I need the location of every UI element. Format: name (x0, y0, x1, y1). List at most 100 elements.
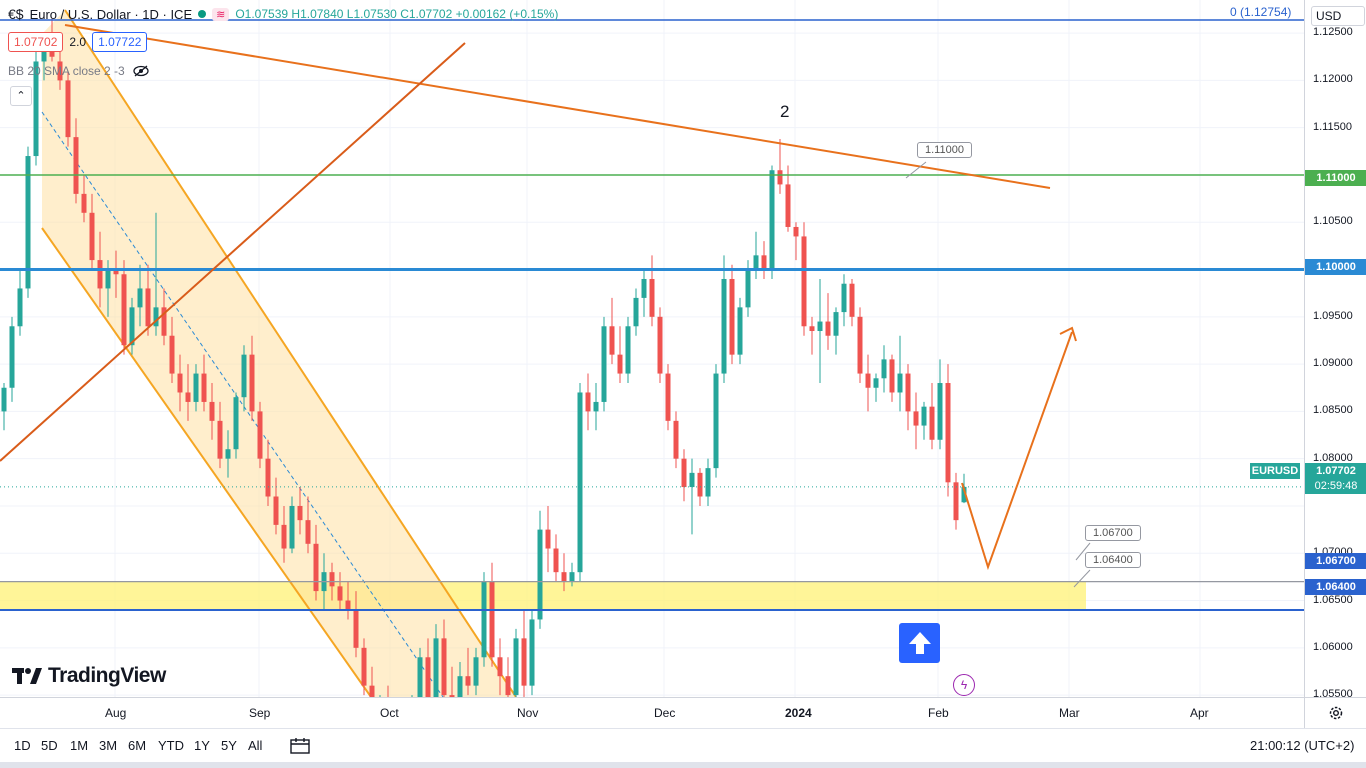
candle[interactable] (425, 638, 431, 697)
range-button-1m[interactable]: 1M (70, 738, 89, 753)
candle[interactable] (673, 411, 679, 469)
support-zone[interactable] (0, 581, 1086, 610)
candle[interactable] (865, 354, 871, 412)
candle[interactable] (457, 662, 463, 697)
candle[interactable] (65, 70, 71, 147)
candle[interactable] (361, 638, 367, 696)
candle[interactable] (873, 373, 879, 402)
candle[interactable] (121, 260, 127, 355)
calendar-range-icon[interactable] (290, 737, 310, 755)
candle[interactable] (809, 316, 815, 355)
descending-channel[interactable] (42, 10, 516, 697)
channel-lower-line[interactable] (41, 227, 372, 697)
candle[interactable] (945, 364, 951, 497)
candle[interactable] (513, 628, 519, 697)
candle[interactable] (889, 354, 895, 402)
range-button-1d[interactable]: 1D (14, 738, 31, 753)
candle[interactable] (705, 458, 711, 506)
candle[interactable] (713, 364, 719, 478)
candle[interactable] (665, 364, 671, 431)
candle[interactable] (417, 647, 423, 697)
gear-icon[interactable] (1328, 705, 1344, 721)
candle[interactable] (353, 591, 359, 658)
candle[interactable] (433, 624, 439, 697)
range-button-all[interactable]: All (248, 738, 263, 753)
candle[interactable] (265, 439, 271, 506)
candle[interactable] (545, 505, 551, 573)
candle[interactable] (473, 647, 479, 696)
candle[interactable] (569, 562, 575, 587)
clock-display[interactable]: 21:00:12 (UTC+2) (1250, 738, 1355, 753)
candle[interactable] (201, 354, 207, 412)
candle[interactable] (225, 430, 231, 478)
candle[interactable] (553, 534, 559, 582)
candle[interactable] (241, 345, 247, 412)
candle[interactable] (497, 638, 503, 696)
candle[interactable] (529, 609, 535, 696)
descending-trendline[interactable] (64, 24, 1051, 189)
candle[interactable] (209, 383, 215, 440)
candle[interactable] (257, 401, 263, 469)
candle[interactable] (761, 241, 767, 279)
candle[interactable] (777, 139, 783, 194)
range-button-1y[interactable]: 1Y (194, 738, 210, 753)
candle[interactable] (825, 293, 831, 350)
candle[interactable] (81, 174, 87, 223)
candle[interactable] (849, 278, 855, 327)
candle[interactable] (313, 524, 319, 601)
candle[interactable] (953, 472, 959, 530)
candle[interactable] (681, 449, 687, 502)
candle[interactable] (905, 364, 911, 431)
event-bolt-icon[interactable]: ϟ (953, 674, 975, 696)
candle[interactable] (505, 657, 511, 697)
candle[interactable] (169, 316, 175, 384)
candle[interactable] (345, 581, 351, 620)
candle[interactable] (841, 274, 847, 327)
candle[interactable] (489, 562, 495, 667)
candle[interactable] (929, 383, 935, 450)
chevron-up-icon[interactable]: ⌃ (10, 86, 32, 106)
candle[interactable] (249, 335, 255, 421)
candle[interactable] (481, 572, 487, 667)
candle[interactable] (449, 666, 455, 697)
candle[interactable] (153, 212, 159, 336)
candle[interactable] (217, 401, 223, 469)
price-axis[interactable]: USD 1.12500 1.12000 1.11500 1.10500 1.09500 1… (1304, 0, 1366, 700)
candle[interactable] (657, 307, 663, 384)
price-callout-1067[interactable]: 1.06700 (1085, 525, 1141, 541)
time-axis[interactable]: Aug Sep Oct Nov Dec 2024 Feb Mar Apr (0, 697, 1304, 728)
candle[interactable] (585, 373, 591, 431)
candle[interactable] (337, 572, 343, 610)
candle[interactable] (729, 264, 735, 365)
market-status-dot[interactable] (198, 10, 207, 18)
range-button-5y[interactable]: 5Y (221, 738, 237, 753)
candle[interactable] (561, 553, 567, 592)
candle[interactable] (641, 269, 647, 317)
candle[interactable] (369, 666, 375, 697)
candle[interactable] (921, 401, 927, 440)
candle[interactable] (289, 496, 295, 554)
candle[interactable] (386, 685, 391, 697)
candle[interactable] (625, 316, 631, 384)
candle[interactable] (441, 619, 447, 697)
range-button-6m[interactable]: 6M (128, 738, 147, 753)
candle[interactable] (833, 307, 839, 355)
candle[interactable] (577, 383, 583, 582)
candle[interactable] (881, 345, 887, 393)
candle[interactable] (305, 496, 311, 554)
range-button-5d[interactable]: 5D (41, 738, 58, 753)
candle[interactable] (753, 231, 759, 279)
candle[interactable] (593, 383, 599, 431)
candle[interactable] (233, 392, 239, 459)
candle[interactable] (17, 269, 23, 336)
ascending-trendline[interactable] (0, 42, 466, 462)
candle[interactable] (73, 118, 79, 204)
candle[interactable] (793, 222, 799, 261)
candle[interactable] (913, 392, 919, 450)
candle[interactable] (817, 278, 823, 384)
candle[interactable] (177, 354, 183, 412)
candle[interactable] (465, 647, 471, 696)
candle[interactable] (1, 383, 7, 431)
candle[interactable] (937, 359, 943, 450)
currency-selector[interactable]: USD (1311, 6, 1365, 26)
